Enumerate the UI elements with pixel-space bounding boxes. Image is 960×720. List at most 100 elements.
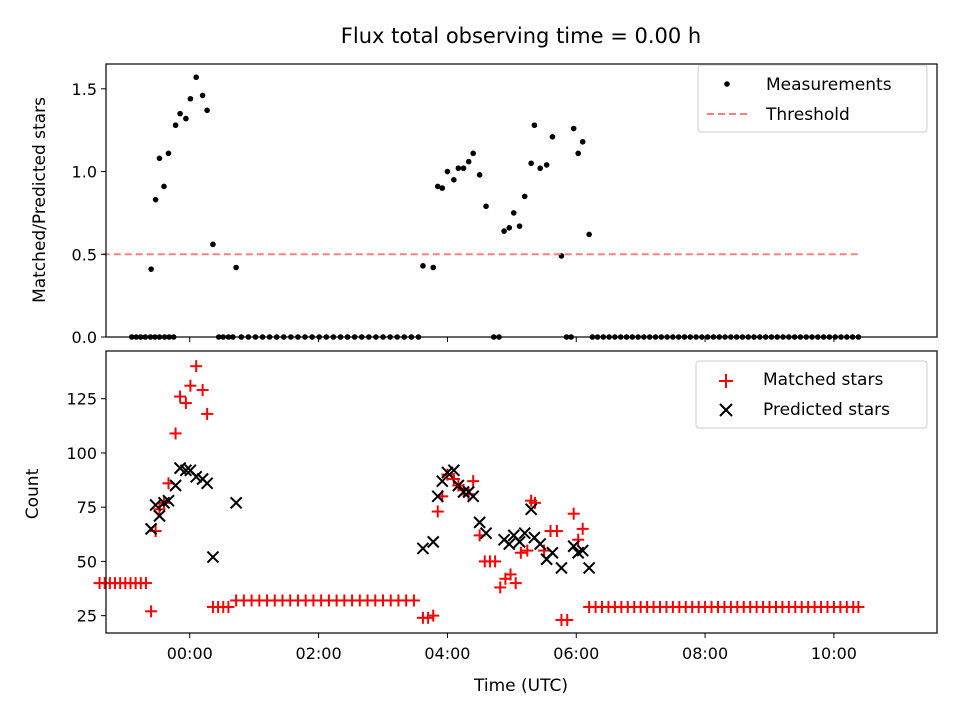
- measurements-point: [172, 122, 179, 129]
- predicted-stars-point: [473, 516, 486, 529]
- measurements-point: [165, 150, 172, 157]
- predicted-stars-point: [436, 474, 449, 488]
- matched-stars-point: [422, 611, 435, 624]
- measurements-point: [528, 160, 534, 167]
- matched-stars-point: [179, 397, 192, 410]
- measurements-point: [233, 264, 239, 271]
- predicted-stars-point: [576, 544, 589, 557]
- predicted-stars-point: [567, 540, 580, 553]
- x-tick-label: 06:00: [553, 644, 599, 663]
- predicted-stars-point: [416, 542, 430, 555]
- y-tick-label: 50: [77, 552, 97, 571]
- legend-label-matched: Matched stars: [763, 370, 883, 390]
- y-tick-label: 100: [66, 444, 97, 463]
- predicted-stars-point: [466, 490, 480, 503]
- measurements-point: [476, 172, 483, 178]
- x-tick-label: 08:00: [682, 644, 728, 663]
- measurements-point: [521, 193, 528, 200]
- matched-stars-point: [190, 360, 203, 373]
- matched-stars-point: [576, 522, 589, 535]
- measurements-point: [579, 138, 586, 145]
- measurements-point: [420, 263, 426, 269]
- matched-stars-point: [184, 379, 197, 392]
- ratio-y-ticks: 0.0 0.5 1.0 1.5: [72, 80, 106, 347]
- measurements-point: [199, 92, 206, 99]
- matched-stars-point: [169, 427, 182, 440]
- predicted-stars-point: [513, 535, 526, 549]
- measurements-point: [543, 162, 550, 168]
- ratio-legend-box: [697, 64, 928, 133]
- predicted-stars-point: [457, 485, 470, 499]
- matched-stars-point: [139, 577, 152, 590]
- ratio-x-ticks: [189, 337, 835, 342]
- matched-stars-point: [201, 407, 214, 420]
- legend-label-threshold: Threshold: [765, 105, 850, 125]
- legend-label-measurements: Measurements: [766, 75, 892, 95]
- x-tick-label: 02:00: [296, 644, 342, 663]
- legend-marker-matched: [719, 374, 733, 388]
- measurements-point: [537, 165, 543, 172]
- matched-stars-point: [504, 568, 517, 581]
- y-tick-label: 125: [66, 390, 97, 409]
- measurements-point: [506, 225, 513, 231]
- legend-label-predicted: Predicted stars: [763, 400, 890, 420]
- count-y-ticks: 25 50 75 100 125: [66, 390, 106, 626]
- predicted-stars-point: [533, 537, 547, 551]
- y-tick-label: 0.0: [72, 328, 97, 347]
- predicted-stars-point: [546, 546, 559, 559]
- matched-stars-point: [407, 594, 420, 607]
- measurements-point: [434, 183, 441, 190]
- predicted-stars-point: [518, 527, 531, 540]
- measurements-point: [501, 228, 507, 234]
- legend-marker-predicted: [719, 403, 733, 417]
- measurements-point: [210, 241, 216, 248]
- x-tick-label: 00:00: [167, 644, 213, 663]
- predicted-stars-point: [431, 490, 444, 503]
- measurements-point: [516, 223, 523, 229]
- measurements-point: [460, 165, 467, 172]
- ratio-axes-frame: [105, 63, 938, 338]
- predicted-stars-point: [582, 561, 596, 575]
- matched-stars-point: [174, 390, 187, 403]
- y-tick-label: 1.0: [72, 163, 97, 182]
- predicted-stars-point: [524, 503, 538, 516]
- measurements-point: [183, 115, 189, 122]
- measurements-point: [156, 155, 163, 162]
- count-x-ticks: 00:00 02:00 04:00 06:00 08:00 10:00: [167, 633, 857, 663]
- legend-marker-measurements: [724, 81, 730, 87]
- predicted-stars-point: [200, 477, 214, 490]
- count-plot-area: [93, 360, 865, 626]
- x-tick-label: 04:00: [424, 644, 470, 663]
- matched-stars-point: [521, 544, 534, 557]
- measurements-point: [439, 185, 446, 191]
- x-tick-label: 10:00: [811, 644, 857, 663]
- predicted-stars-point: [503, 537, 516, 551]
- measurements-point: [570, 125, 577, 132]
- predicted-stars-point: [427, 535, 440, 549]
- matched-stars-point: [489, 555, 502, 568]
- matched-stars-point: [494, 581, 507, 594]
- predicted-stars-point: [229, 496, 243, 510]
- measurements-point: [148, 266, 154, 272]
- ratio-y-axis-label: Matched/Predicted stars: [30, 97, 50, 303]
- x-axis-label: Time (UTC): [473, 676, 568, 696]
- matched-stars-point: [514, 546, 527, 559]
- measurements-point: [430, 264, 437, 271]
- matched-stars-point: [431, 505, 444, 518]
- matched-stars-point: [852, 600, 865, 613]
- measurements-point: [161, 183, 167, 190]
- count-axes-frame: [105, 350, 938, 634]
- matched-stars-point: [467, 475, 480, 488]
- count-legend-box: [695, 360, 928, 429]
- predicted-stars-point: [144, 522, 158, 536]
- measurements-point: [193, 74, 199, 81]
- predicted-stars-point: [162, 494, 175, 507]
- matched-stars-point: [222, 600, 235, 613]
- count-panel: 25 50 75 100 125 00:00 02:00 04:00 06:00 08:00 10…: [23, 350, 938, 696]
- measurements-point: [204, 107, 210, 114]
- measurements-point: [483, 203, 489, 210]
- matched-stars-point: [196, 384, 209, 397]
- predicted-stars-point: [479, 527, 493, 540]
- chart-title: Flux total observing time = 0.00 h: [341, 24, 701, 48]
- predicted-stars-point: [179, 464, 193, 477]
